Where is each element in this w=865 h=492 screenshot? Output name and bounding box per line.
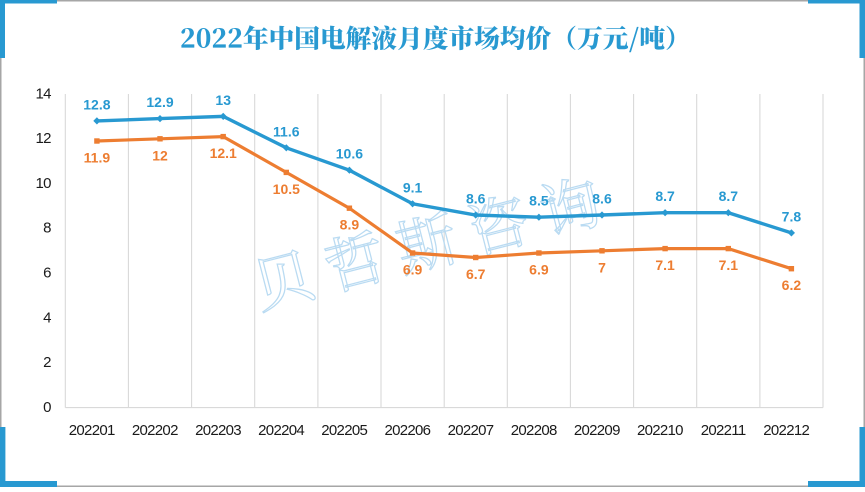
svg-text:202210: 202210 (637, 422, 683, 439)
svg-text:6.7: 6.7 (466, 266, 486, 282)
svg-text:12.9: 12.9 (146, 94, 173, 110)
svg-text:8.6: 8.6 (466, 191, 486, 207)
svg-text:13: 13 (215, 92, 231, 108)
svg-text:202204: 202204 (258, 422, 304, 439)
svg-text:10.5: 10.5 (273, 181, 300, 197)
svg-text:202201: 202201 (69, 422, 115, 439)
svg-text:6: 6 (43, 265, 51, 282)
svg-text:12.1: 12.1 (210, 145, 237, 161)
svg-text:202209: 202209 (574, 422, 620, 439)
svg-text:8.7: 8.7 (719, 188, 739, 204)
svg-text:7: 7 (598, 259, 606, 275)
svg-text:8.6: 8.6 (592, 191, 612, 207)
svg-text:14: 14 (36, 85, 52, 102)
svg-text:202211: 202211 (701, 422, 746, 439)
svg-text:202202: 202202 (132, 422, 178, 439)
svg-text:7.1: 7.1 (719, 257, 739, 273)
svg-text:11.6: 11.6 (273, 123, 300, 139)
svg-text:7.8: 7.8 (782, 208, 802, 224)
svg-text:8.5: 8.5 (529, 193, 549, 209)
svg-text:6.9: 6.9 (529, 262, 549, 278)
svg-text:10.6: 10.6 (336, 146, 363, 162)
svg-text:202206: 202206 (384, 422, 430, 439)
svg-text:7.1: 7.1 (655, 257, 675, 273)
svg-text:8.7: 8.7 (655, 188, 675, 204)
svg-text:6.9: 6.9 (403, 262, 423, 278)
svg-text:8: 8 (43, 220, 51, 237)
svg-text:12: 12 (152, 147, 168, 163)
svg-text:202208: 202208 (511, 422, 557, 439)
svg-text:2: 2 (43, 354, 51, 371)
svg-text:202207: 202207 (448, 422, 494, 439)
svg-text:8.9: 8.9 (340, 217, 360, 233)
svg-text:0: 0 (43, 399, 51, 416)
svg-text:12.8: 12.8 (83, 96, 110, 112)
svg-text:10: 10 (36, 175, 52, 192)
svg-text:11.9: 11.9 (84, 150, 111, 166)
svg-text:6.2: 6.2 (782, 277, 802, 293)
svg-text:202203: 202203 (195, 422, 241, 439)
svg-text:4: 4 (43, 309, 51, 326)
svg-text:202212: 202212 (763, 422, 809, 439)
svg-text:202205: 202205 (321, 422, 367, 439)
svg-text:12: 12 (36, 130, 52, 147)
svg-text:9.1: 9.1 (403, 179, 423, 195)
